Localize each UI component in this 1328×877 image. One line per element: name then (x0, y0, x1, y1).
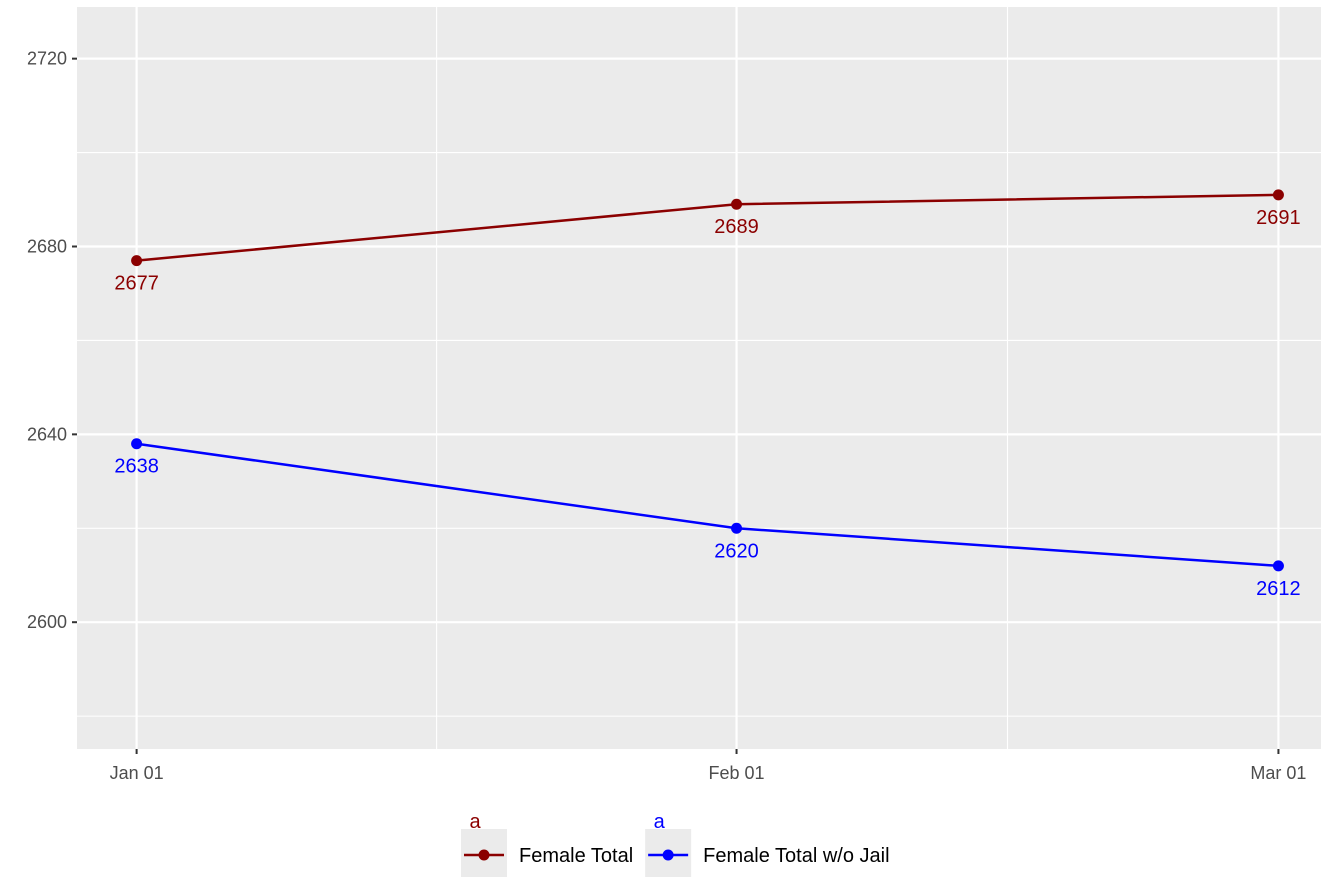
x-tick-label: Jan 01 (110, 763, 164, 783)
data-point (131, 255, 143, 267)
minor-gridlines (77, 7, 1321, 749)
plot-panel (77, 7, 1321, 749)
data-label: 2689 (714, 216, 759, 238)
data-label: 2612 (1256, 578, 1301, 600)
series-female-total: 2677 2689 2691 (114, 189, 1301, 295)
data-label: 2638 (114, 456, 159, 478)
data-label: 2691 (1256, 207, 1301, 229)
y-tick-label: 2680 (27, 237, 67, 257)
y-tick-label: 2640 (27, 424, 67, 444)
x-axis: Jan 01 Feb 01 Mar 01 (110, 749, 1306, 783)
data-point (131, 438, 143, 450)
y-tick-label: 2600 (27, 612, 67, 632)
data-label: 2677 (114, 273, 159, 295)
x-tick-label: Feb 01 (709, 763, 765, 783)
x-tick-label: Mar 01 (1250, 763, 1306, 783)
data-point (1272, 189, 1284, 201)
legend-key-point (662, 849, 674, 861)
data-point (731, 522, 743, 534)
legend: a Female Total a Female Total w/o Jail (461, 811, 890, 877)
major-gridlines (77, 7, 1321, 749)
series-female-total-w-o-jail: 2638 2620 2612 (114, 438, 1301, 600)
legend-item: a Female Total w/o Jail (645, 811, 890, 877)
legend-label: Female Total (519, 845, 633, 867)
data-label: 2620 (714, 540, 759, 562)
legend-key-text-glyph: a (654, 811, 666, 833)
y-axis: 2600 2640 2680 2720 (27, 49, 77, 632)
data-point (731, 198, 743, 210)
legend-item: a Female Total (461, 811, 633, 877)
y-tick-label: 2720 (27, 49, 67, 69)
data-point (1272, 560, 1284, 572)
legend-key-point (478, 849, 490, 861)
series-layer: 2677 2689 2691 2638 2620 2612 (114, 189, 1301, 600)
legend-label: Female Total w/o Jail (703, 845, 889, 867)
legend-key-text-glyph: a (469, 811, 481, 833)
